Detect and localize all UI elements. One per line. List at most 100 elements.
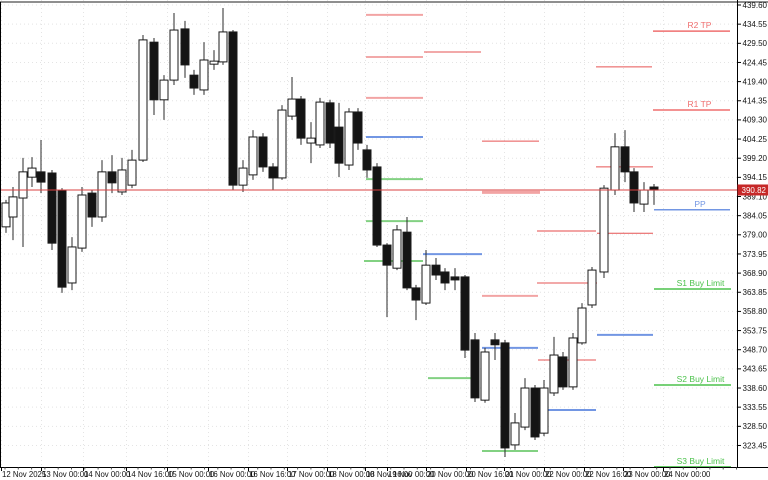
pivot-label: R2 TP: [688, 20, 712, 30]
candle-body: [599, 187, 609, 273]
price-tick-label: 414.35: [743, 97, 768, 106]
time-tick-label: 18 Nov 00:00: [328, 470, 375, 479]
time-tick-label: 20 Nov 00:00: [427, 470, 474, 479]
candle-body: [421, 264, 431, 304]
price-tick-label: 379.00: [743, 231, 768, 240]
time-tick-label: 19 Nov 00:00: [388, 470, 435, 479]
candle-body: [411, 287, 421, 301]
candle-body: [539, 387, 549, 434]
time-tick-label: 16 Nov 00:00: [209, 470, 256, 479]
candle-body: [610, 146, 620, 191]
price-tick-label: 394.15: [743, 173, 768, 182]
candle-body: [620, 146, 630, 173]
candle-body: [470, 339, 480, 399]
price-tick-label: 338.60: [743, 384, 768, 393]
candle-body: [107, 171, 117, 184]
candle-body: [372, 166, 382, 246]
candle-body: [490, 339, 500, 346]
candle-body: [180, 28, 190, 66]
current-price-tag: [737, 184, 768, 196]
candle-body: [392, 229, 402, 269]
price-tick-label: 384.05: [743, 211, 768, 220]
time-tick-label: 20 Nov 16:00: [467, 470, 514, 479]
price-tick-label: 373.95: [743, 250, 768, 259]
price-tick-label: 399.20: [743, 154, 768, 163]
price-tick-label: 419.40: [743, 77, 768, 86]
candle-body: [353, 111, 363, 144]
price-tick-label: 434.55: [743, 20, 768, 29]
time-tick-label: 22 Nov 16:00: [585, 470, 632, 479]
candle-body: [218, 31, 228, 63]
price-tick-label: 368.90: [743, 269, 768, 278]
time-tick-label: 13 Nov 00:00: [42, 470, 89, 479]
candle-body: [268, 166, 278, 179]
candle-body: [460, 276, 470, 351]
candle-body: [296, 98, 306, 139]
candle-body: [209, 60, 219, 65]
time-tick-label: 16 Nov 16:00: [249, 470, 296, 479]
candle-body: [228, 31, 238, 186]
time-tick-label: 24 Nov 00:00: [664, 470, 711, 479]
time-tick-label: 14 Nov 00:00: [84, 470, 131, 479]
candle-body: [450, 276, 460, 281]
pivot-label: S2 Buy Limit: [677, 374, 725, 384]
candle-body: [639, 189, 649, 205]
candle-body: [629, 171, 639, 204]
candle-body: [117, 169, 127, 193]
price-tick-label: 389.10: [743, 192, 768, 201]
candle-body: [27, 167, 37, 178]
price-tick-label: 424.45: [743, 58, 768, 67]
price-tick-label: 333.55: [743, 403, 768, 412]
price-tick-label: 363.85: [743, 288, 768, 297]
candle-body: [127, 159, 137, 186]
candle-body: [248, 136, 258, 176]
candle-body: [97, 171, 107, 218]
candle-body: [587, 269, 597, 306]
candle-body: [549, 354, 559, 394]
candle-body: [138, 39, 148, 161]
candle-body: [500, 342, 510, 449]
candle-body: [520, 387, 530, 428]
pivot-label: R1 TP: [688, 99, 712, 109]
time-tick-label: 14 Nov 16:00: [127, 470, 174, 479]
time-tick-label: 18 Nov 16:00: [366, 470, 413, 479]
pivot-label: S3 Buy Limit: [677, 456, 725, 466]
candle-body: [238, 167, 248, 186]
price-tick-label: 439.60: [743, 1, 768, 10]
candle-body: [77, 194, 87, 249]
candle-body: [334, 126, 344, 164]
price-tick-label: 343.65: [743, 365, 768, 374]
candle-body: [36, 171, 46, 183]
candle-body: [159, 79, 169, 101]
current-price-tag-label: 390.82: [742, 186, 767, 195]
time-tick-label: 17 Nov 00:00: [288, 470, 335, 479]
candle-body: [480, 351, 490, 401]
candle-body: [277, 109, 287, 179]
candle-body: [57, 189, 67, 288]
time-tick-label: 23 Nov 00:00: [624, 470, 671, 479]
candle-body: [258, 136, 268, 168]
candle-body: [402, 231, 412, 289]
candle-body: [325, 102, 335, 144]
pivot-label: S1 Buy Limit: [677, 278, 725, 288]
candle-body: [287, 98, 297, 117]
candle-body: [189, 74, 199, 89]
price-tick-label: 358.80: [743, 307, 768, 316]
price-tick-label: 353.75: [743, 326, 768, 335]
time-tick-label: 15 Nov 00:00: [168, 470, 215, 479]
candle-body: [382, 244, 392, 266]
price-tick-label: 328.50: [743, 422, 768, 431]
candle-body: [8, 196, 18, 218]
price-tick-label: 323.45: [743, 441, 768, 450]
price-tick-label: 348.70: [743, 346, 768, 355]
time-tick-label: 22 Nov 00:00: [545, 470, 592, 479]
time-tick-label: 12 Nov 2025: [2, 470, 47, 479]
time-tick-label: 21 Nov 00:00: [505, 470, 552, 479]
candle-body: [87, 192, 97, 218]
candle-body: [47, 172, 57, 244]
price-tick-label: 429.50: [743, 39, 768, 48]
candle-body: [344, 111, 354, 166]
candle-body: [362, 149, 372, 171]
price-tick-label: 409.30: [743, 116, 768, 125]
